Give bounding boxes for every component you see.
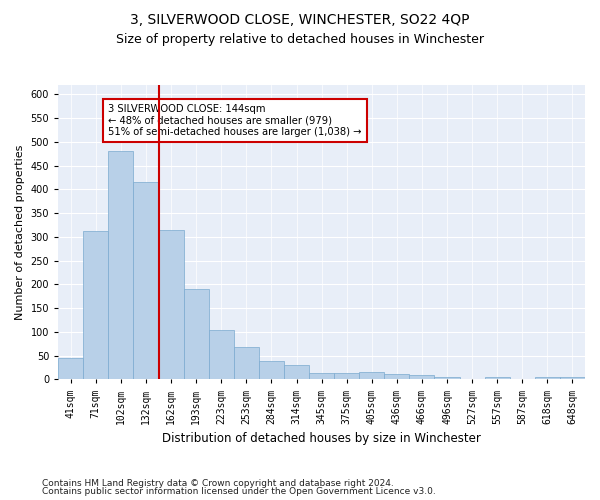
- Bar: [158, 230, 184, 380]
- Bar: [409, 375, 434, 380]
- Bar: [184, 289, 209, 380]
- Bar: [535, 377, 560, 380]
- Bar: [109, 151, 133, 380]
- X-axis label: Distribution of detached houses by size in Winchester: Distribution of detached houses by size …: [162, 432, 481, 445]
- Bar: [133, 182, 158, 380]
- Bar: [485, 377, 510, 380]
- Bar: [434, 377, 460, 380]
- Text: Size of property relative to detached houses in Winchester: Size of property relative to detached ho…: [116, 32, 484, 46]
- Bar: [309, 372, 334, 380]
- Text: 3, SILVERWOOD CLOSE, WINCHESTER, SO22 4QP: 3, SILVERWOOD CLOSE, WINCHESTER, SO22 4Q…: [130, 12, 470, 26]
- Text: Contains public sector information licensed under the Open Government Licence v3: Contains public sector information licen…: [42, 487, 436, 496]
- Bar: [209, 330, 234, 380]
- Bar: [259, 362, 284, 380]
- Bar: [560, 377, 585, 380]
- Bar: [385, 374, 409, 380]
- Text: Contains HM Land Registry data © Crown copyright and database right 2024.: Contains HM Land Registry data © Crown c…: [42, 478, 394, 488]
- Bar: [359, 372, 385, 380]
- Y-axis label: Number of detached properties: Number of detached properties: [15, 144, 25, 320]
- Text: 3 SILVERWOOD CLOSE: 144sqm
← 48% of detached houses are smaller (979)
51% of sem: 3 SILVERWOOD CLOSE: 144sqm ← 48% of deta…: [109, 104, 362, 137]
- Bar: [83, 231, 109, 380]
- Bar: [234, 347, 259, 380]
- Bar: [334, 373, 359, 380]
- Bar: [284, 364, 309, 380]
- Bar: [58, 358, 83, 380]
